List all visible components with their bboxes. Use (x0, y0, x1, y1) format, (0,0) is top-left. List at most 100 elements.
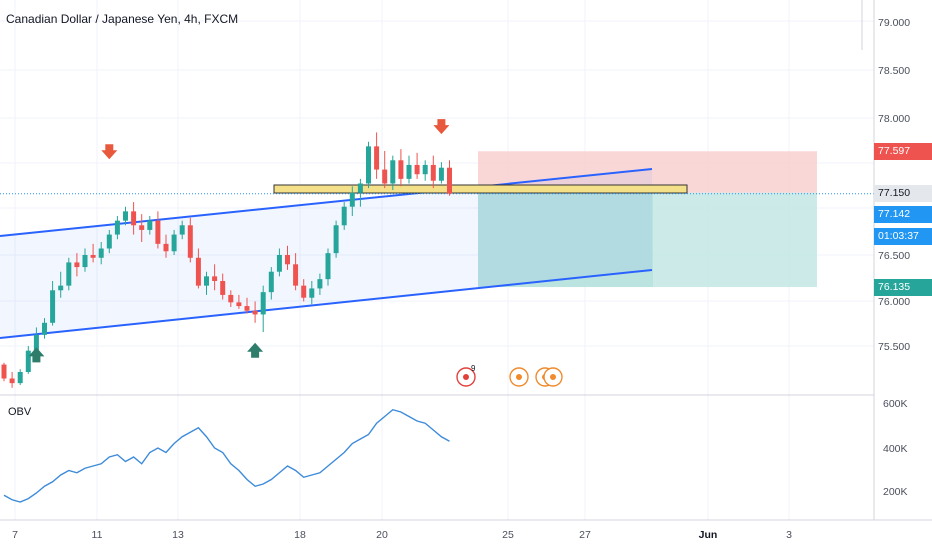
entry-price-tag: 77.150 (874, 185, 932, 202)
sell-arrow-icon (433, 119, 450, 135)
price-tick-76500: 76.500 (878, 250, 911, 262)
buy-arrow-icon (247, 342, 264, 358)
candle-body (398, 160, 404, 179)
candle-body (260, 292, 266, 315)
candle-body (179, 225, 185, 235)
candle-body (447, 167, 452, 194)
support-level-box (273, 184, 688, 194)
date-label-20: 20 (376, 529, 388, 541)
price-tick-79000: 79.000 (878, 17, 911, 29)
event-dot-icon (516, 374, 522, 380)
price-tick-75500: 75.500 (878, 341, 911, 353)
obv-line (3, 408, 450, 503)
symbol-title[interactable]: Canadian Dollar / Japanese Yen, 4h, FXCM (6, 12, 239, 26)
candle-body (195, 257, 201, 286)
candle-body (228, 294, 234, 303)
candle-body (349, 192, 355, 207)
candle-body (357, 183, 363, 193)
candle-body (123, 211, 128, 221)
candle-body (204, 276, 209, 286)
candle-body (82, 255, 88, 268)
candle-body (50, 290, 56, 323)
stop-price-tag: 77.597 (874, 143, 932, 160)
date-label-jun: Jun (698, 529, 718, 541)
candle-body (252, 310, 258, 315)
date-label-13: 13 (172, 529, 184, 541)
date-label-7: 7 (12, 529, 18, 541)
candle-body (171, 234, 177, 252)
candle-body (293, 264, 299, 286)
candle-body (66, 262, 72, 286)
target-price-tag: 76.135 (874, 279, 932, 296)
candle-body (114, 220, 120, 235)
candlesticks (1, 132, 452, 388)
event-icons[interactable]: 9 (456, 364, 563, 387)
candle-body (187, 225, 193, 258)
obv-plot (0, 394, 874, 503)
candle-body (74, 262, 80, 268)
obv-tick-200k: 200K (883, 486, 908, 498)
candle-body (90, 255, 96, 258)
candle-body (374, 146, 380, 170)
price-tick-76000: 76.000 (878, 296, 911, 308)
date-label-27: 27 (579, 529, 591, 541)
candle-body (309, 288, 315, 298)
candle-body (147, 220, 153, 230)
candle-body (155, 220, 161, 244)
candle-body (366, 146, 371, 184)
candle-body (1, 364, 7, 379)
candle-body (212, 276, 218, 281)
event-count-badge: 9 (471, 364, 476, 373)
candle-body (341, 206, 347, 226)
buy-arrow-icon (28, 347, 45, 363)
candle-body (268, 271, 274, 293)
candle-body (58, 285, 64, 291)
date-label-25: 25 (502, 529, 514, 541)
obv-tick-600k: 600K (883, 398, 908, 410)
price-tick-78500: 78.500 (878, 65, 911, 77)
candle-body (106, 234, 112, 249)
obv-tick-400k: 400K (883, 443, 908, 455)
axis-lines (0, 0, 932, 521)
channel-upper-line (0, 168, 653, 237)
candle-body (285, 255, 290, 265)
date-label-18: 18 (294, 529, 306, 541)
channel-lower-line (0, 269, 653, 339)
candle-body (325, 253, 331, 280)
candle-body (42, 322, 47, 335)
candle-body (333, 225, 339, 254)
candle-body (438, 167, 444, 181)
bar-countdown-tag: 01:03:37 (874, 228, 932, 245)
candle-body (406, 164, 412, 179)
candle-body (414, 164, 420, 175)
event-dot-icon (463, 374, 469, 380)
event-dot-icon (550, 374, 556, 380)
candle-body (98, 248, 104, 258)
candle-body (236, 302, 242, 307)
candle-body (276, 255, 282, 272)
candle-body (33, 334, 39, 351)
candle-body (390, 160, 396, 184)
candle-body (139, 225, 145, 230)
candle-body (422, 164, 428, 175)
price-tick-78000: 78.000 (878, 113, 911, 125)
candle-body (163, 243, 169, 252)
candle-body (382, 169, 388, 184)
candle-body (25, 350, 31, 372)
signal-arrows (28, 119, 450, 363)
candle-body (317, 279, 323, 289)
candle-body (131, 211, 137, 226)
take-profit-filled (478, 192, 653, 288)
last-price-tag: 77.142 (874, 206, 932, 223)
date-label-11: 11 (91, 529, 103, 541)
candle-body (17, 372, 23, 384)
date-label-3: 3 (786, 529, 792, 541)
candle-body (220, 281, 226, 295)
sell-arrow-icon (101, 144, 118, 160)
candle-body (9, 378, 15, 384)
obv-indicator-label[interactable]: OBV (8, 406, 32, 418)
candle-body (301, 285, 307, 298)
candle-body (430, 164, 436, 181)
candle-body (244, 306, 250, 311)
